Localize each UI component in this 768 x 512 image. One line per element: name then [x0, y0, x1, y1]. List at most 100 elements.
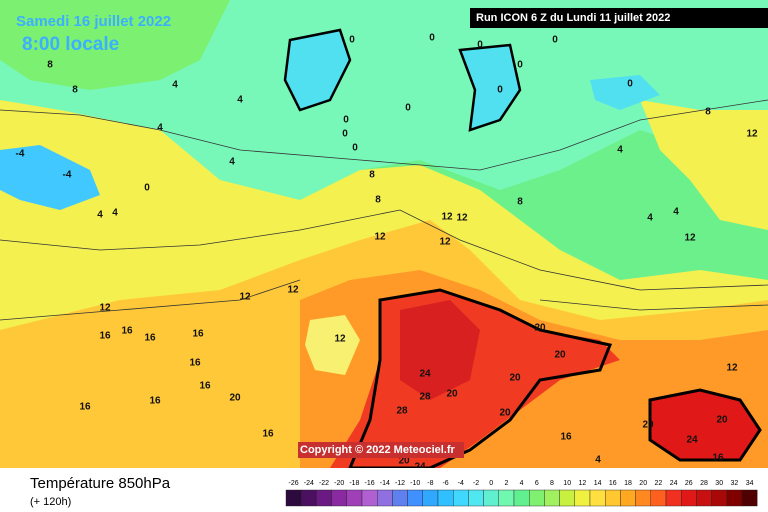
scale-label: -2: [473, 480, 479, 487]
contour-label: 8: [517, 197, 523, 208]
scale-label: -22: [319, 480, 329, 487]
scale-swatch: [696, 489, 712, 507]
contour-label: 0: [405, 103, 411, 114]
contour-label: 4: [112, 208, 118, 219]
contour-label: 12: [456, 213, 468, 224]
contour-label: 20: [534, 323, 546, 334]
scale-label: 6: [535, 480, 539, 487]
scale-swatch: [589, 489, 606, 507]
scale-label: -4: [458, 480, 464, 487]
contour-label: 16: [144, 333, 156, 344]
scale-label: 34: [746, 480, 754, 487]
contour-label: 16: [192, 329, 204, 340]
contour-label: 20: [554, 350, 566, 361]
scale-label: -26: [289, 480, 299, 487]
contour-label: 12: [99, 303, 111, 314]
contour-label: 8: [375, 195, 381, 206]
scale-swatch: [285, 489, 302, 507]
scale-swatch: [468, 489, 484, 507]
contour-label: 0: [352, 143, 358, 154]
scale-label: -10: [410, 480, 420, 487]
scale-swatch: [301, 489, 317, 507]
scale-swatch: [726, 489, 743, 507]
contour-label: 4: [237, 95, 243, 106]
contour-label: 16: [262, 429, 274, 440]
contour-label: 12: [287, 285, 299, 296]
scale-swatch: [316, 489, 332, 507]
scale-label: 0: [489, 480, 493, 487]
scale-swatch: [681, 489, 697, 507]
contour-label: 20: [398, 456, 410, 467]
contour-label: 12: [374, 232, 386, 243]
contour-label: 28: [396, 406, 408, 417]
contour-label: 0: [477, 40, 483, 51]
contour-label: 8: [47, 60, 53, 71]
contour-label: 24: [419, 369, 431, 380]
scale-swatch: [650, 489, 667, 507]
scale-label: 12: [579, 480, 587, 487]
scale-swatch: [544, 489, 560, 507]
contour-label: 16: [99, 331, 111, 342]
time-label: 8:00 locale: [22, 34, 119, 55]
date-label: Samedi 16 juillet 2022: [16, 13, 171, 30]
contour-label: 24: [686, 435, 698, 446]
contour-label: 4: [647, 213, 653, 224]
scale-swatch: [711, 489, 727, 507]
contour-label: 0: [349, 35, 355, 46]
scale-swatch: [422, 489, 439, 507]
contour-label: 0: [429, 33, 435, 44]
scale-label: -14: [380, 480, 390, 487]
scale-label: 10: [563, 480, 571, 487]
scale-swatch: [407, 489, 424, 507]
scale-label: 2: [504, 480, 508, 487]
scale-label: 4: [520, 480, 524, 487]
scale-label: 24: [670, 480, 678, 487]
run-box: [470, 8, 768, 28]
contour-label: 4: [157, 123, 163, 134]
scale-swatch: [635, 489, 651, 507]
map-background: [0, 0, 768, 470]
contour-label: 8: [72, 85, 78, 96]
scale-swatch: [574, 489, 591, 507]
contour-label: 4: [673, 207, 679, 218]
contour-label: 16: [199, 381, 211, 392]
scale-swatch: [620, 489, 636, 507]
scale-label: 16: [609, 480, 617, 487]
contour-label: 0: [497, 85, 503, 96]
copyright-box: [298, 442, 464, 458]
contour-label: 20: [229, 393, 241, 404]
contour-label: 24: [414, 462, 426, 473]
scale-label: 22: [655, 480, 663, 487]
contour-label: 12: [684, 233, 696, 244]
scale-swatch: [331, 489, 348, 507]
contour-label: 4: [595, 455, 601, 466]
contour-label: 12: [334, 334, 346, 345]
scale-swatch: [605, 489, 621, 507]
contour-label: 12: [239, 292, 251, 303]
scale-label: -18: [349, 480, 359, 487]
contour-label: 4: [229, 157, 235, 168]
scale-label: 20: [639, 480, 647, 487]
contour-label: 12: [441, 212, 453, 223]
scale-label: -6: [442, 480, 448, 487]
contour-label: 16: [189, 358, 201, 369]
scale-label: 18: [624, 480, 632, 487]
scale-swatch: [346, 489, 363, 507]
contour-label: 12: [439, 237, 451, 248]
run-label: Run ICON 6 Z du Lundi 11 juillet 2022: [476, 12, 670, 24]
contour-label: 16: [121, 326, 133, 337]
contour-label: 20: [642, 420, 654, 431]
scale-label: -16: [365, 480, 375, 487]
scale-label: -24: [304, 480, 314, 487]
scale-swatch: [361, 489, 378, 507]
scale-swatch: [741, 489, 758, 507]
contour-label: 28: [419, 392, 431, 403]
contour-label: -4: [16, 149, 25, 160]
contour-label: 8: [369, 170, 375, 181]
scale-swatch: [437, 489, 454, 507]
scale-swatch: [453, 489, 469, 507]
scale-swatch: [513, 489, 530, 507]
scale-swatch: [665, 489, 682, 507]
scale-swatch: [498, 489, 515, 507]
